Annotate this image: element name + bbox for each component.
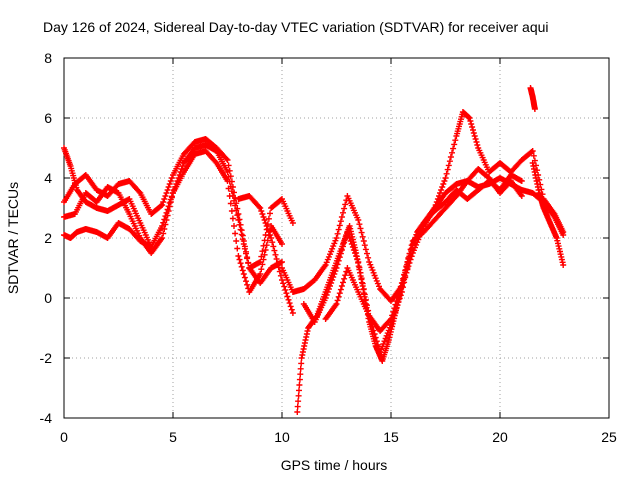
series-markers [279, 109, 567, 304]
x-tick-label: 10 [274, 429, 290, 445]
chart-title: Day 126 of 2024, Sidereal Day-to-day VTE… [43, 19, 549, 35]
y-tick-label: 2 [44, 230, 52, 246]
series-track-11 [529, 160, 567, 268]
y-tick-label: 4 [44, 170, 52, 186]
series-markers [527, 85, 538, 112]
x-tick-label: 20 [492, 429, 508, 445]
y-tick-label: -4 [40, 410, 53, 426]
y-tick-label: 8 [44, 50, 52, 66]
x-axis-label: GPS time / hours [281, 457, 388, 473]
y-tick-label: 0 [44, 290, 52, 306]
series-track-7 [279, 109, 567, 304]
x-tick-label: 15 [383, 429, 399, 445]
x-tick-labels: 0 5 10 15 20 25 [60, 429, 617, 445]
y-tick-labels: -4 -2 0 2 4 6 8 [40, 50, 53, 426]
series-markers [61, 148, 285, 295]
x-tick-label: 0 [60, 429, 68, 445]
series-markers [529, 160, 567, 268]
axis-ticks [63, 57, 610, 419]
series-track-5 [235, 193, 296, 316]
x-tick-label: 25 [601, 429, 617, 445]
y-tick-label: -2 [40, 350, 53, 366]
y-tick-label: 6 [44, 110, 52, 126]
data-series [61, 85, 567, 415]
series-markers [235, 193, 296, 316]
series-track-10 [527, 85, 538, 112]
series-markers [61, 220, 155, 250]
series-track-4 [61, 220, 155, 250]
series-markers [322, 166, 525, 334]
y-axis-label: SDTVAR / TECUs [5, 182, 21, 294]
series-track-3 [61, 148, 285, 295]
series-track-9 [322, 166, 525, 334]
x-tick-label: 5 [169, 429, 177, 445]
